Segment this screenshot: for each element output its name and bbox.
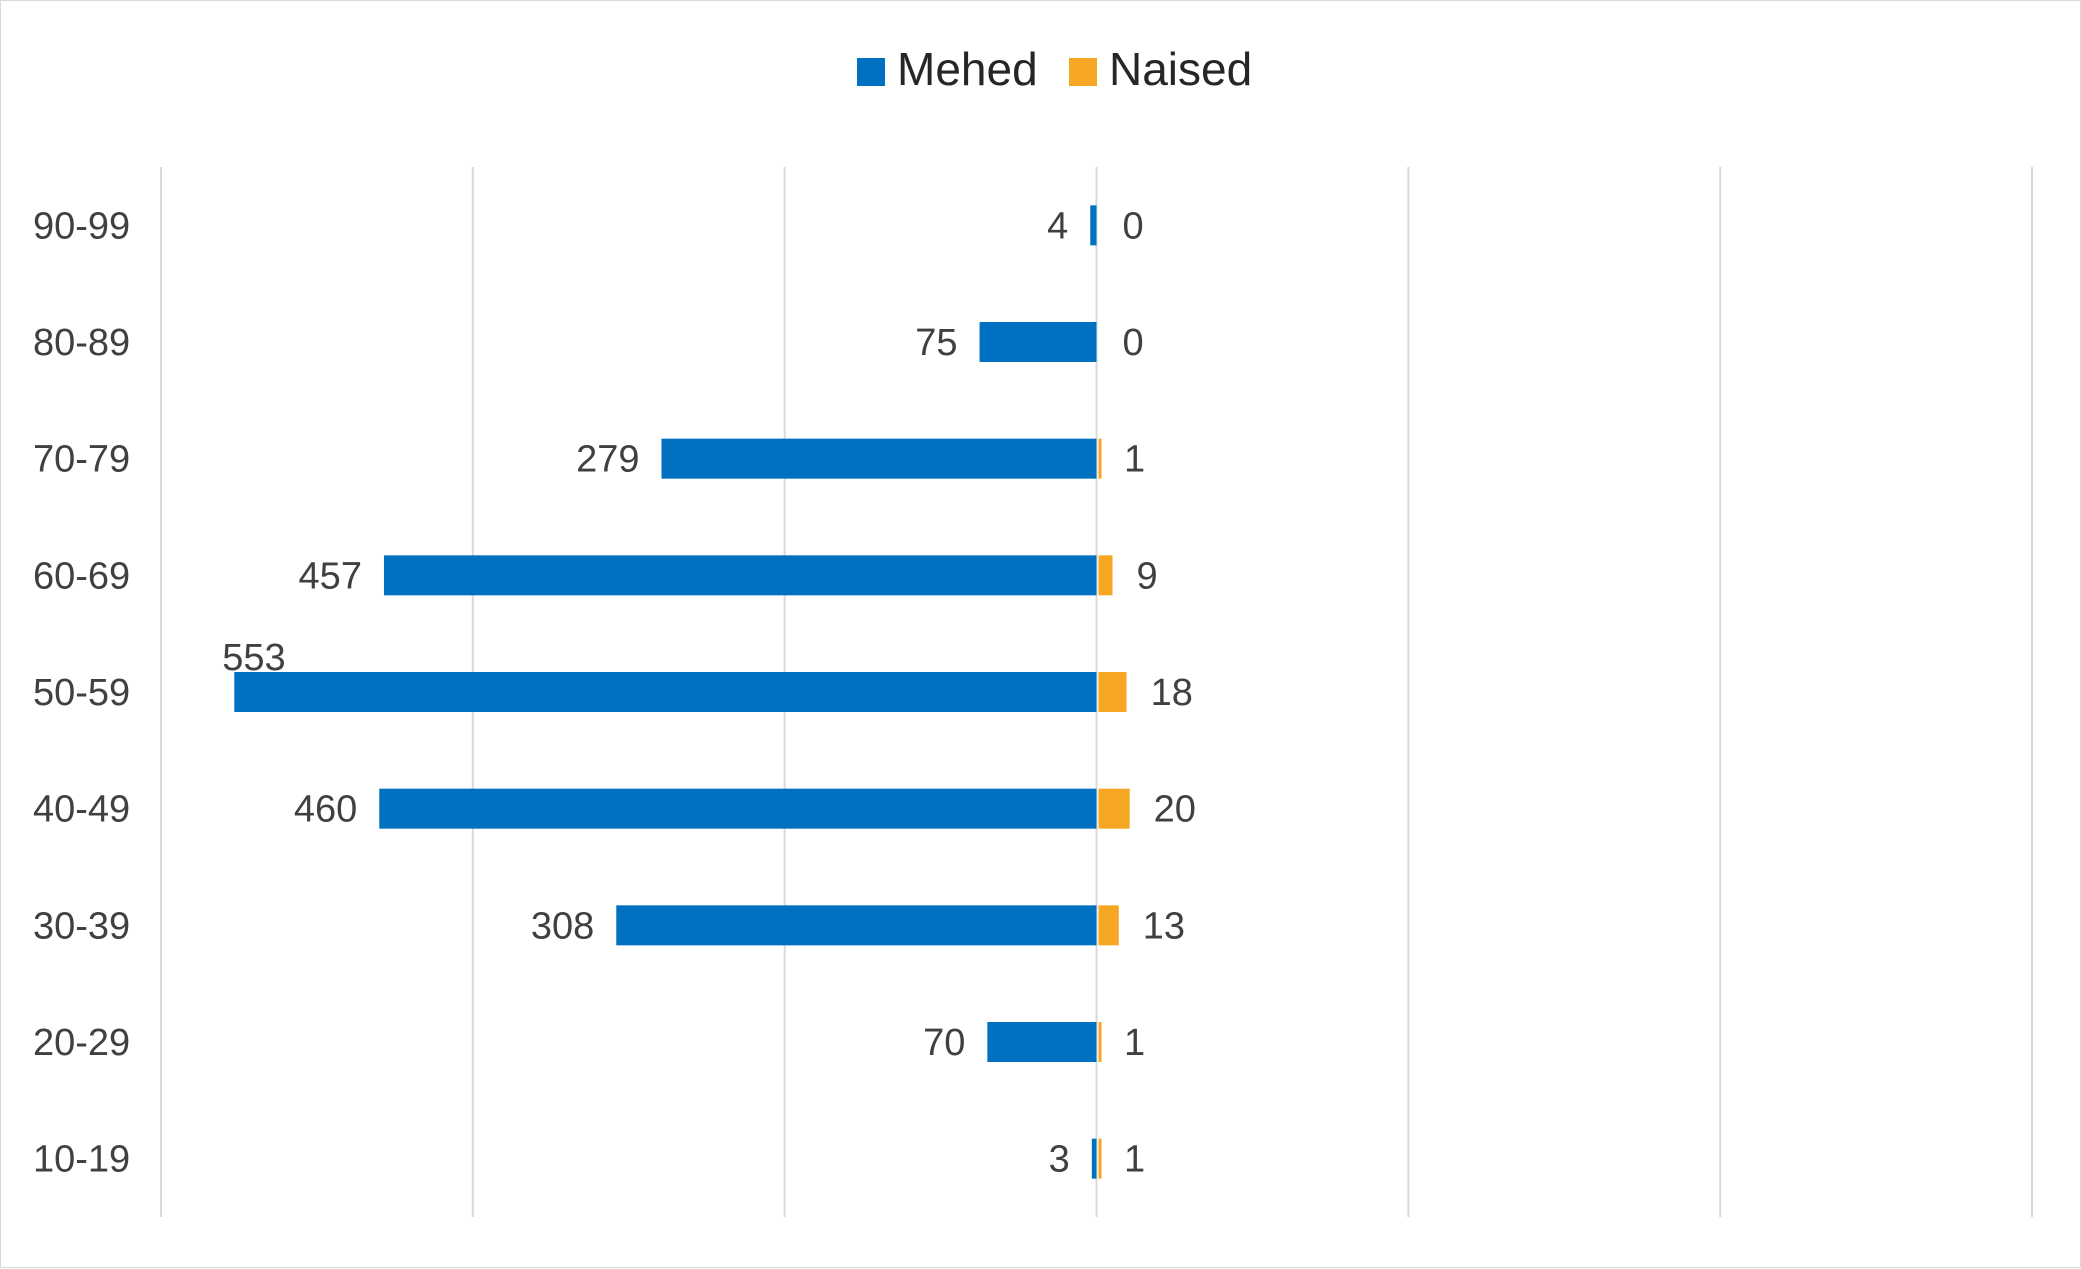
- category-axis-labels: 90-99 80-89 70-79 60-69 50-59 40-49 30-39 20-29…: [33, 205, 130, 1180]
- data-label-naised: 20: [1154, 789, 1196, 831]
- data-label-naised: 1: [1124, 1139, 1145, 1181]
- data-label-mehed: 308: [531, 905, 594, 947]
- category-label: 70-79: [33, 439, 130, 481]
- category-label: 20-29: [33, 1022, 130, 1064]
- data-label-naised: 18: [1151, 672, 1193, 714]
- bar-naised: [1098, 672, 1127, 712]
- data-label-mehed: 3: [1049, 1139, 1070, 1181]
- bar-mehed: [1090, 205, 1097, 246]
- bar-naised: [1098, 1138, 1102, 1179]
- category-label: 80-89: [33, 322, 130, 364]
- bar-mehed: [987, 1022, 1097, 1062]
- data-label-naised: 0: [1123, 205, 1144, 247]
- bar-naised: [1098, 555, 1113, 596]
- data-label-mehed: 460: [294, 789, 357, 831]
- data-label-mehed: 553: [222, 637, 285, 679]
- bar-mehed: [661, 438, 1097, 479]
- category-label: 40-49: [33, 789, 130, 831]
- legend: Mehed Naised: [857, 43, 1252, 95]
- data-label-mehed: 4: [1047, 205, 1068, 247]
- category-label: 50-59: [33, 672, 130, 714]
- legend-swatch-naised: [1069, 58, 1097, 86]
- data-label-mehed: 279: [576, 439, 639, 481]
- category-label: 90-99: [33, 205, 130, 247]
- bar-naised: [1098, 788, 1130, 829]
- legend-swatch-mehed: [857, 58, 885, 86]
- data-label-naised: 1: [1124, 439, 1145, 481]
- bar-mehed: [616, 905, 1097, 946]
- bar-mehed: [379, 788, 1097, 829]
- legend-label-mehed: Mehed: [897, 43, 1038, 95]
- bar-mehed: [234, 672, 1097, 712]
- bar-naised: [1098, 1022, 1102, 1062]
- bar-naised: [1098, 905, 1119, 946]
- data-label-naised: 9: [1137, 555, 1158, 597]
- bar-mehed: [979, 322, 1097, 362]
- data-label-naised: 0: [1123, 322, 1144, 364]
- bar-mehed: [383, 555, 1097, 596]
- bars: [234, 205, 1130, 1179]
- category-label: 30-39: [33, 905, 130, 947]
- bar-naised: [1098, 438, 1102, 479]
- bar-mehed: [1091, 1138, 1097, 1179]
- category-label: 10-19: [33, 1139, 130, 1181]
- data-label-naised: 13: [1143, 905, 1185, 947]
- data-label-naised: 1: [1124, 1022, 1145, 1064]
- legend-label-naised: Naised: [1109, 43, 1252, 95]
- category-label: 60-69: [33, 555, 130, 597]
- data-label-mehed: 75: [915, 322, 957, 364]
- data-label-mehed: 457: [299, 555, 362, 597]
- data-label-mehed: 70: [923, 1022, 965, 1064]
